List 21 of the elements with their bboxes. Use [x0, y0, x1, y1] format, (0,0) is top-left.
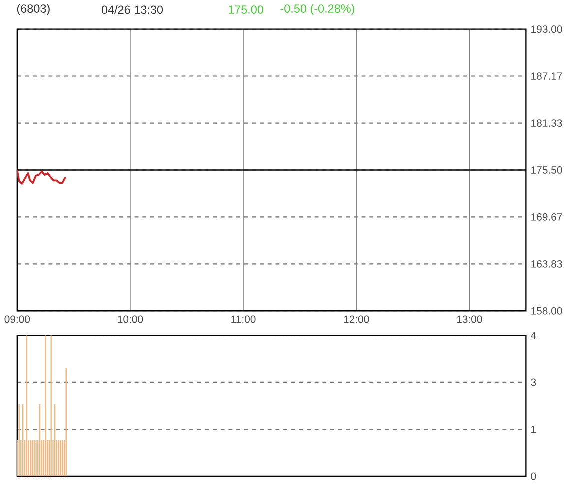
- x-tick-label: 13:00: [457, 316, 482, 324]
- y-tick-label: 3: [531, 378, 536, 386]
- y-tick-label: 181.33: [532, 120, 562, 127]
- x-tick-label: 10:00: [118, 316, 144, 324]
- y-tick-label: 0: [531, 472, 536, 480]
- chart-subtitle: 04/26 13:30: [102, 5, 164, 14]
- y-tick-label: 187.17: [532, 72, 562, 80]
- x-tick-label: 11:00: [232, 316, 256, 324]
- y-tick-label: 163.83: [532, 260, 562, 268]
- y-tick-label: 193.00: [532, 26, 562, 33]
- y-tick-label: 158.00: [532, 307, 562, 315]
- y-tick-label: 169.67: [532, 213, 562, 221]
- line-series: [17, 169, 66, 185]
- chart-title: (6803): [17, 4, 50, 16]
- text: 175.00: [228, 6, 264, 14]
- y-tick-label: 4: [531, 332, 536, 340]
- y-tick-label: 175.50: [532, 166, 562, 174]
- text: -0.50 (-0.28%): [280, 4, 355, 16]
- x-tick-label: 09:00: [4, 316, 30, 324]
- y-tick-label: 1: [532, 426, 536, 434]
- x-tick-label: 12:00: [344, 316, 370, 324]
